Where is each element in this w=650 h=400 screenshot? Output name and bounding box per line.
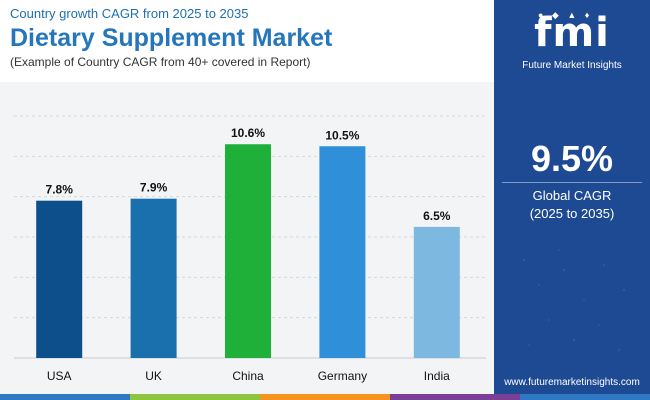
footer-color-strip (0, 394, 650, 400)
logo-icons: ● ◆ ▲ ♦ (538, 10, 593, 20)
footer-strip-segment (130, 394, 260, 400)
chart-note: (Example of Country CAGR from 40+ covere… (10, 55, 311, 69)
footer-strip-segment (520, 394, 650, 400)
bar-chart: 7.8% USA 7.9% UK 10.6% China 10.5% Germany 6.5% I… (14, 115, 486, 383)
category-label: India (424, 369, 450, 383)
bar-value-label: 6.5% (423, 209, 451, 223)
side-panel: ● ◆ ▲ ♦ fmi Future Market Insights 9.5% … (494, 0, 650, 394)
decorative-dots (522, 249, 626, 352)
footer-strip-segment (260, 394, 390, 400)
bar-india (413, 226, 460, 358)
bar-germany (319, 146, 366, 358)
fmi-logo: ● ◆ ▲ ♦ fmi Future Market Insights (494, 4, 650, 74)
category-label: USA (47, 369, 72, 383)
logo-tagline: Future Market Insights (522, 60, 622, 71)
header: Country growth CAGR from 2025 to 2035 Di… (10, 6, 480, 70)
bar-value-label: 7.8% (46, 183, 74, 197)
chart-title: Dietary Supplement Market (10, 24, 333, 52)
bar-usa (36, 200, 83, 358)
logo-word: fmi (534, 10, 610, 56)
category-label: Germany (318, 369, 367, 383)
panel-divider (502, 182, 642, 183)
website-link[interactable]: www.futuremarketinsights.com (504, 377, 640, 388)
global-cagr-label: Global CAGR (532, 188, 612, 203)
bar-china (225, 144, 271, 358)
global-cagr-value: 9.5% (530, 138, 614, 179)
bar-uk (130, 198, 177, 358)
category-label: UK (145, 369, 162, 383)
global-cagr-period: (2025 to 2035) (529, 206, 615, 221)
category-label: China (232, 369, 264, 383)
bar-value-label: 10.6% (231, 126, 265, 140)
chart-subtitle: Country growth CAGR from 2025 to 2035 (10, 6, 249, 21)
chart-area: 7.8% USA 7.9% UK 10.6% China 10.5% Germany 6.5% I… (0, 82, 494, 394)
bar-value-label: 10.5% (325, 128, 359, 142)
footer-strip-segment (0, 394, 130, 400)
bar-value-label: 7.9% (140, 181, 168, 195)
footer-strip-segment (390, 394, 520, 400)
